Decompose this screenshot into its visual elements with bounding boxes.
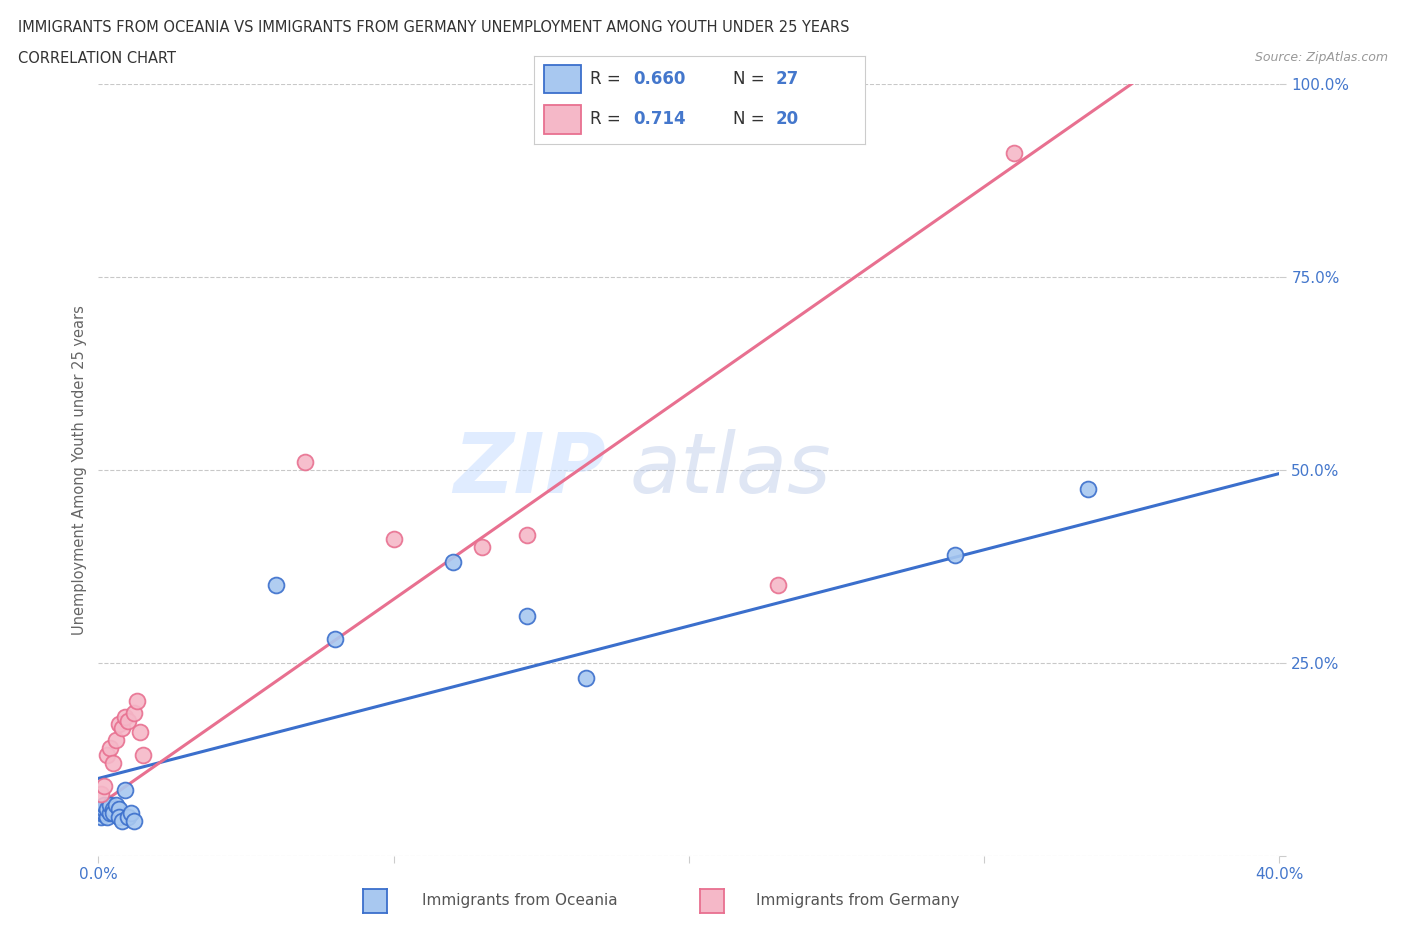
Point (108, 809, 131, 825)
Point (441, 555, 464, 570)
Y-axis label: Unemployment Among Youth under 25 years: Unemployment Among Youth under 25 years (72, 305, 87, 634)
FancyBboxPatch shape (544, 105, 581, 134)
Point (103, 755, 125, 770)
Point (108, 717, 131, 732)
Text: N =: N = (733, 70, 769, 87)
Point (122, 814, 145, 829)
Point (90, 787, 112, 802)
Point (117, 713, 139, 728)
Text: R =: R = (591, 70, 627, 87)
Text: CORRELATION CHART: CORRELATION CHART (18, 51, 176, 66)
Text: Immigrants from Germany: Immigrants from Germany (756, 893, 959, 908)
Point (103, 802, 125, 817)
Point (574, 671, 596, 685)
Point (98, 805, 121, 820)
Text: 20: 20 (776, 111, 799, 128)
Point (108, 802, 131, 817)
Point (766, 578, 789, 593)
Point (96, 748, 118, 763)
Point (98, 740, 121, 755)
Point (122, 705, 145, 720)
Point (96, 802, 118, 817)
Text: ZIP: ZIP (454, 429, 606, 511)
Point (323, 632, 346, 647)
Point (1002, 146, 1025, 161)
Point (103, 805, 125, 820)
FancyBboxPatch shape (544, 65, 581, 93)
Text: atlas: atlas (630, 429, 831, 511)
Text: 27: 27 (776, 70, 799, 87)
Point (105, 798, 128, 813)
Point (382, 532, 405, 547)
Text: R =: R = (591, 111, 627, 128)
Point (111, 721, 134, 736)
Text: N =: N = (733, 111, 769, 128)
Point (117, 809, 139, 825)
Point (120, 805, 142, 820)
Text: 0.660: 0.660 (633, 70, 686, 87)
Point (96, 809, 118, 825)
Point (1077, 482, 1099, 497)
Point (111, 814, 134, 829)
Point (90, 805, 112, 820)
Point (114, 710, 136, 724)
Point (93, 802, 115, 817)
Point (264, 578, 287, 593)
Point (90, 802, 112, 817)
Text: Source: ZipAtlas.com: Source: ZipAtlas.com (1254, 51, 1388, 64)
Text: IMMIGRANTS FROM OCEANIA VS IMMIGRANTS FROM GERMANY UNEMPLOYMENT AMONG YOUTH UNDE: IMMIGRANTS FROM OCEANIA VS IMMIGRANTS FR… (18, 20, 849, 35)
Point (114, 782, 136, 797)
Text: 0.714: 0.714 (633, 111, 686, 128)
Text: Immigrants from Oceania: Immigrants from Oceania (422, 893, 619, 908)
Point (93, 798, 115, 813)
Point (515, 528, 537, 543)
Point (515, 609, 537, 624)
Point (128, 724, 150, 739)
Point (125, 694, 148, 709)
Point (132, 748, 155, 763)
Point (93, 778, 115, 793)
Point (294, 455, 316, 470)
Point (943, 547, 966, 562)
Point (90, 809, 112, 825)
Point (471, 539, 494, 554)
Point (98, 798, 121, 813)
Point (93, 805, 115, 820)
Point (105, 733, 128, 748)
